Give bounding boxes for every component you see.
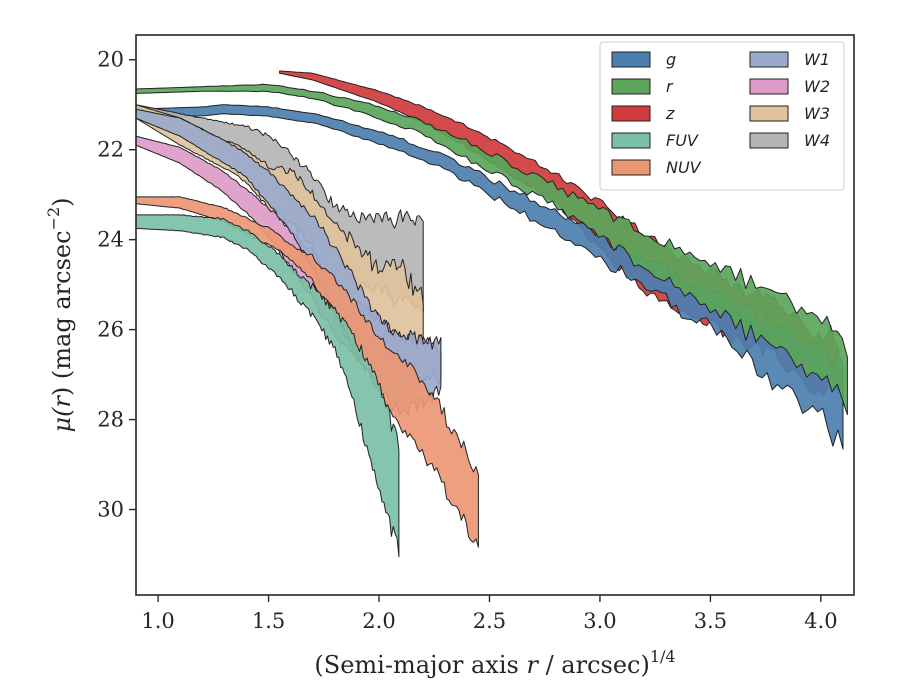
y-tick-label: 30 [97,498,124,522]
x-tick-label: 3.5 [694,609,727,633]
band-r [136,83,848,416]
x-tick-label: 2.0 [362,609,395,633]
y-tick-label: 24 [97,228,124,252]
y-tick-label: 22 [97,138,124,162]
band-g [136,104,844,450]
x-tick-label: 4.0 [804,609,837,633]
legend-label-W2: W2 [804,77,830,96]
legend-swatch-FUV [611,132,651,149]
x-tick-label: 2.5 [473,609,506,633]
legend-swatch-W3 [749,105,789,122]
y-axis-label: μ(r) (mag arcsec−2) [44,197,76,432]
legend-label-FUV: FUV [666,131,699,150]
y-tick-label: 20 [97,48,124,72]
x-axis-ticks: 1.0 1.5 2.0 2.5 3.0 3.5 4.0 [141,595,838,633]
series-layer [136,70,848,558]
legend-label-g: g [666,50,676,69]
y-tick-label: 28 [97,408,124,432]
band-FUV [136,214,400,558]
legend-swatch-g [611,51,651,68]
legend-label-z: z [665,104,675,123]
y-axis-ticks: 20 22 24 26 28 30 [97,48,136,522]
legend-swatch-z [611,105,651,122]
legend-swatch-W1 [749,51,789,68]
legend-label-W4: W4 [804,131,830,150]
x-axis-label: (Semi-major axis r / arcsec)1/4 [314,647,675,679]
legend-label-W1: W1 [804,50,830,69]
y-tick-label: 26 [97,318,124,342]
legend-swatch-W2 [749,78,789,95]
x-tick-label: 1.0 [141,609,174,633]
x-tick-label: 3.0 [583,609,616,633]
legend-label-NUV: NUV [666,158,702,177]
legend-swatch-NUV [611,159,651,176]
legend-label-r: r [666,77,674,96]
plot-frame [135,34,855,596]
legend-swatch-W4 [749,132,789,149]
x-tick-label: 1.5 [252,609,285,633]
legend: grz FUV NUV W1 W2 W3 W4 [599,41,845,191]
legend-swatch-r [611,78,651,95]
legend-label-W3: W3 [804,104,830,123]
